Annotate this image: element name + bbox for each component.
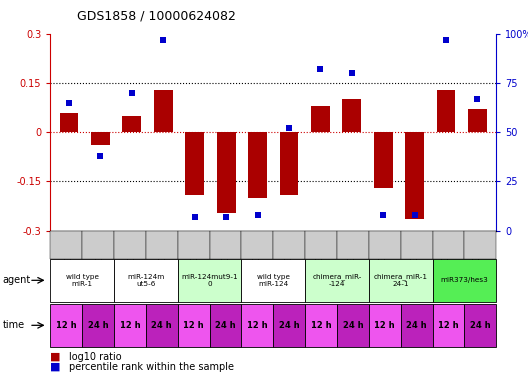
Bar: [216, 132, 235, 213]
Point: [191, 214, 199, 220]
Bar: [185, 132, 204, 195]
Bar: [91, 132, 110, 146]
Bar: [342, 99, 361, 132]
Text: 24 h: 24 h: [88, 321, 108, 330]
Text: time: time: [3, 320, 25, 330]
Text: 12 h: 12 h: [56, 321, 77, 330]
Text: 12 h: 12 h: [311, 321, 332, 330]
Point: [96, 153, 105, 159]
Point: [442, 37, 450, 43]
Bar: [437, 90, 456, 132]
Text: 24 h: 24 h: [215, 321, 235, 330]
Point: [347, 70, 356, 76]
Text: miR373/hes3: miR373/hes3: [440, 278, 488, 284]
Text: 24 h: 24 h: [470, 321, 491, 330]
Text: 12 h: 12 h: [438, 321, 459, 330]
Bar: [60, 112, 79, 132]
Point: [128, 90, 136, 96]
Text: chimera_miR-1
24-1: chimera_miR-1 24-1: [374, 273, 428, 287]
Text: 12 h: 12 h: [119, 321, 140, 330]
Point: [222, 214, 230, 220]
Bar: [154, 90, 173, 132]
Text: wild type
miR-124: wild type miR-124: [257, 274, 290, 287]
Bar: [374, 132, 393, 188]
Point: [316, 66, 325, 72]
Point: [473, 96, 482, 102]
Bar: [122, 116, 142, 132]
Text: 24 h: 24 h: [152, 321, 172, 330]
Bar: [311, 106, 330, 132]
Text: 24 h: 24 h: [407, 321, 427, 330]
Text: agent: agent: [3, 275, 31, 285]
Point: [285, 125, 293, 131]
Point: [253, 212, 262, 218]
Bar: [468, 109, 487, 132]
Text: 12 h: 12 h: [374, 321, 395, 330]
Bar: [405, 132, 424, 219]
Point: [65, 100, 73, 106]
Point: [379, 212, 388, 218]
Text: 24 h: 24 h: [343, 321, 363, 330]
Text: log10 ratio: log10 ratio: [69, 352, 121, 362]
Text: wild type
miR-1: wild type miR-1: [65, 274, 99, 287]
Point: [159, 37, 167, 43]
Text: 24 h: 24 h: [279, 321, 299, 330]
Text: miR-124m
ut5-6: miR-124m ut5-6: [127, 274, 164, 287]
Text: ■: ■: [50, 352, 61, 362]
Bar: [248, 132, 267, 198]
Bar: [279, 132, 298, 195]
Text: 12 h: 12 h: [183, 321, 204, 330]
Text: chimera_miR-
-124: chimera_miR- -124: [312, 273, 362, 287]
Text: GDS1858 / 10000624082: GDS1858 / 10000624082: [77, 9, 235, 22]
Text: ■: ■: [50, 362, 61, 372]
Text: 12 h: 12 h: [247, 321, 268, 330]
Text: percentile rank within the sample: percentile rank within the sample: [69, 362, 233, 372]
Point: [410, 212, 419, 218]
Text: miR-124mut9-1
0: miR-124mut9-1 0: [181, 274, 238, 287]
